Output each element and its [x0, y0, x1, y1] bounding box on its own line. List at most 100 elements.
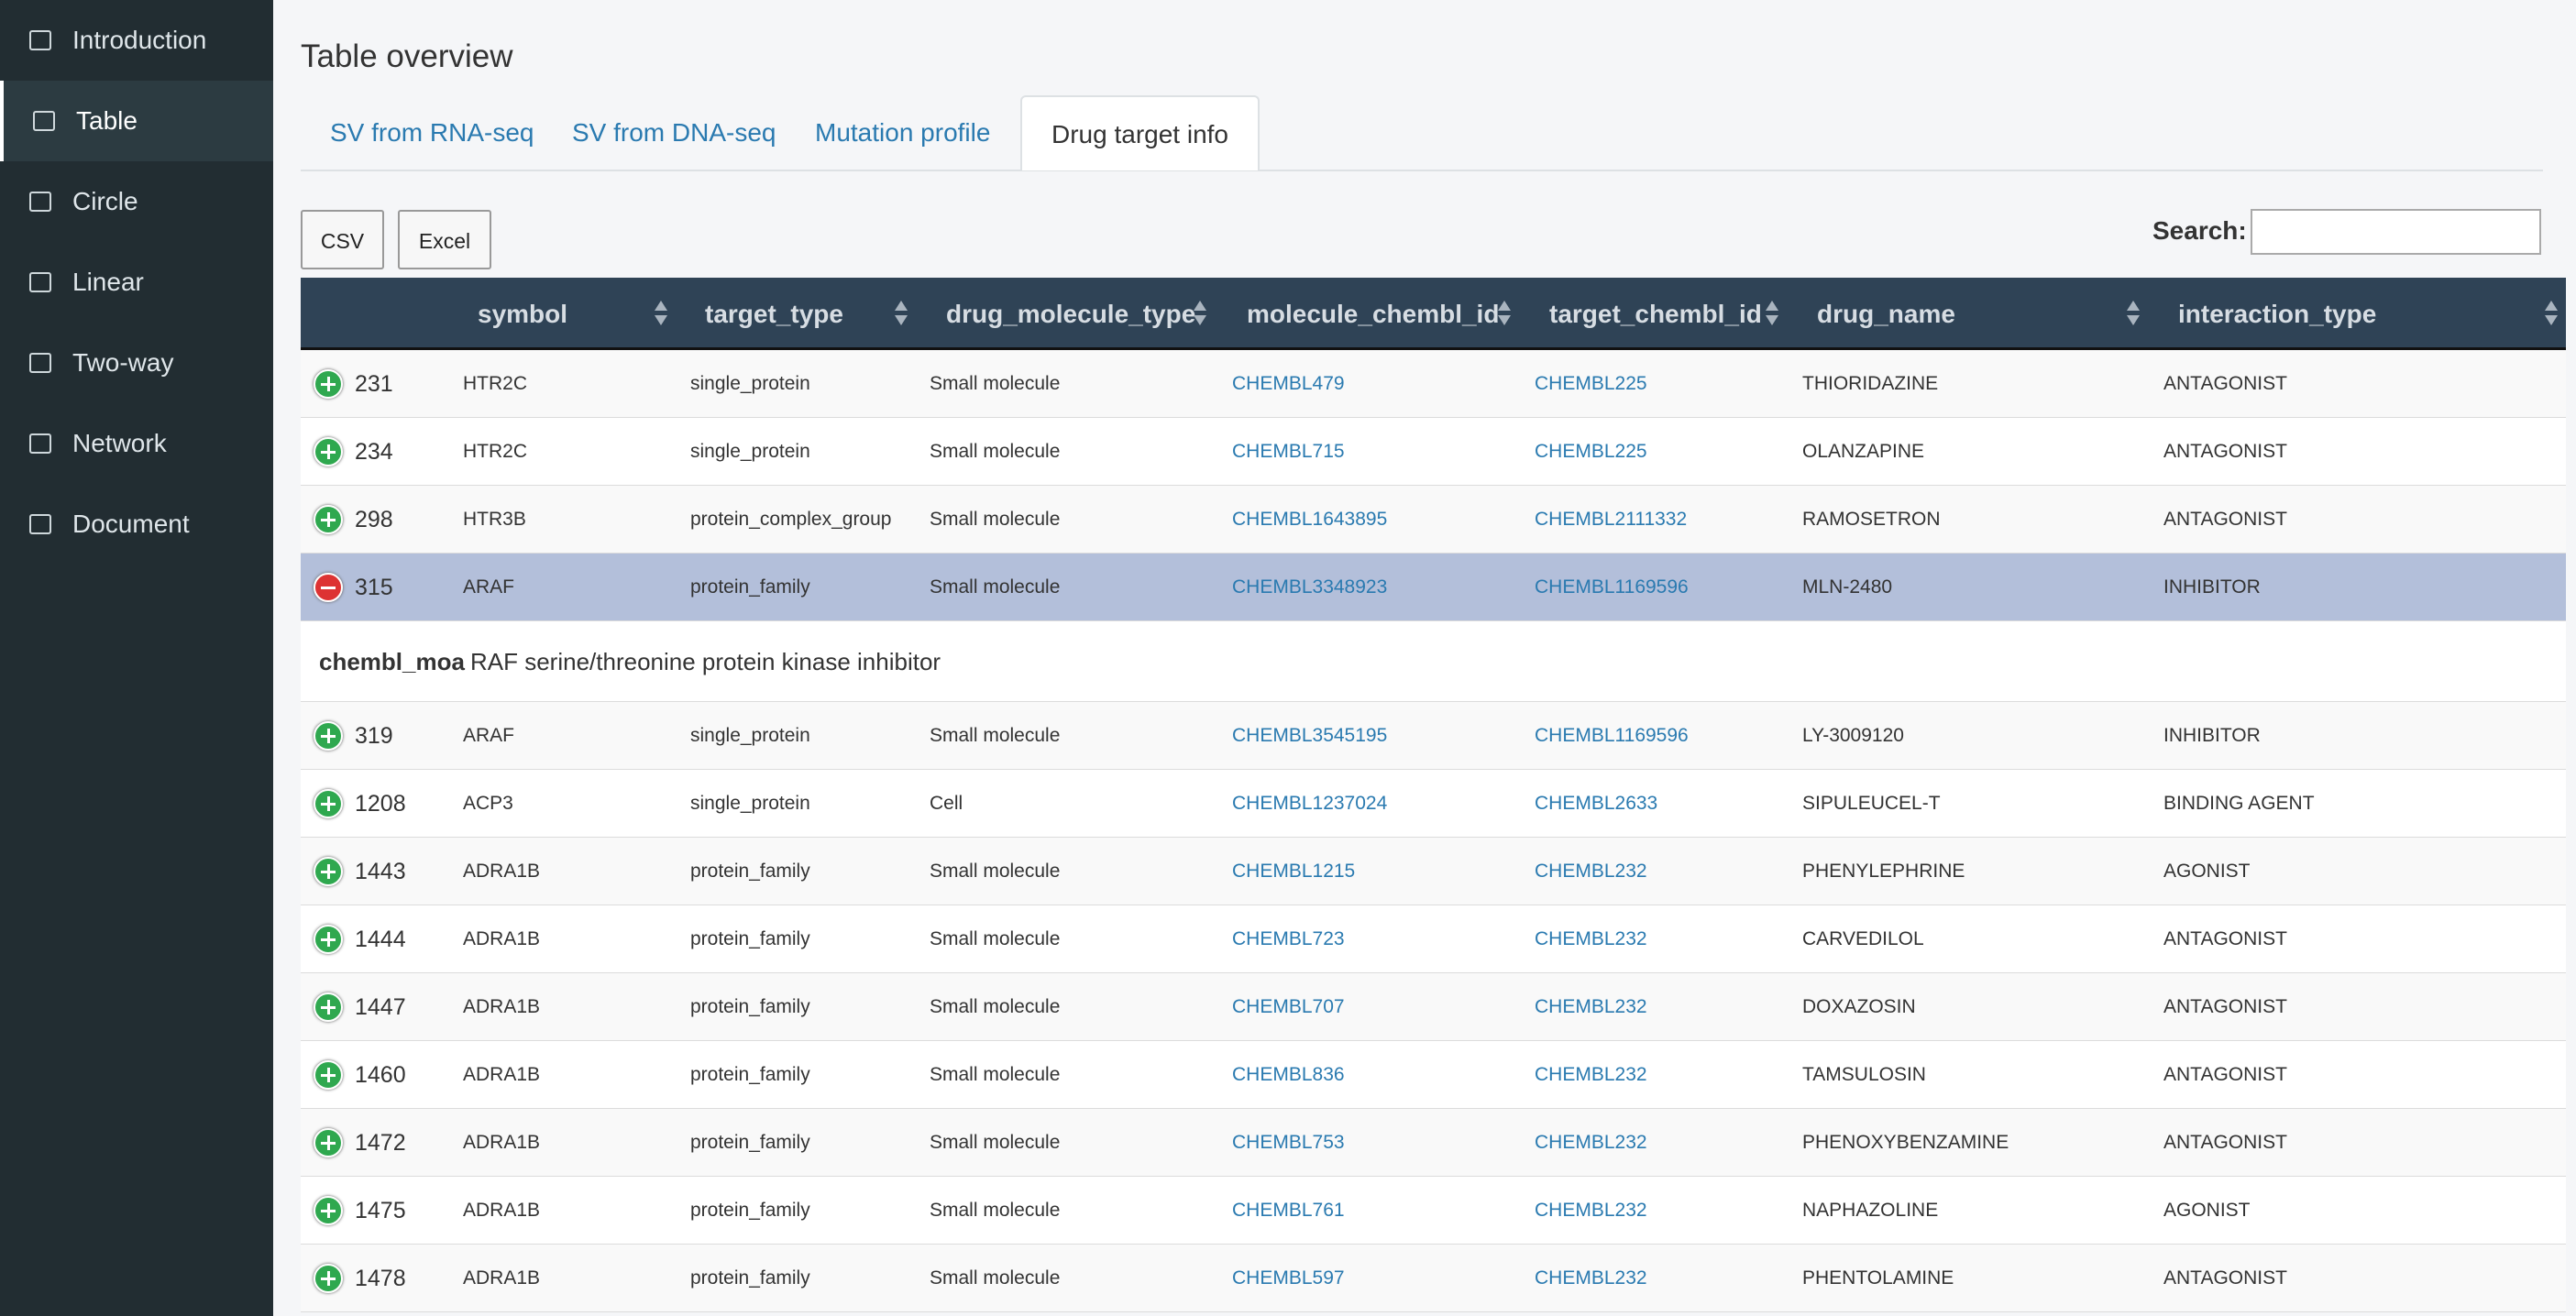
nav-item[interactable]: Linear: [0, 242, 273, 323]
table-row[interactable]: 298 HTR3B protein_complex_group Small molec…: [301, 486, 2566, 554]
table-cell[interactable]: CHEMBL3348923: [1232, 576, 1388, 598]
expand-toggle[interactable]: [314, 437, 343, 466]
nav-label: Network: [72, 429, 167, 457]
sort-icon: [1194, 315, 1206, 325]
expand-toggle[interactable]: [314, 721, 343, 751]
export-button[interactable]: Excel: [398, 210, 491, 269]
table-cell: single_protein: [690, 725, 810, 746]
table-cell[interactable]: CHEMBL1169596: [1535, 576, 1689, 598]
expand-toggle[interactable]: [314, 1128, 343, 1157]
nav-item[interactable]: Table: [0, 81, 273, 161]
nav-label: Document: [72, 510, 190, 538]
column-header[interactable]: drug_molecule_type: [946, 300, 1196, 328]
table-row[interactable]: 319 ARAF single_protein Small molecule CHEMB…: [301, 702, 2566, 770]
table-cell: LY-3009120: [1802, 725, 1904, 746]
column-header[interactable]: target_chembl_id: [1549, 300, 1762, 328]
table-cell[interactable]: CHEMBL715: [1232, 441, 1345, 462]
table-cell: INHIBITOR: [2163, 725, 2261, 746]
nav-icon: [29, 30, 51, 50]
table-cell: ANTAGONIST: [2163, 928, 2287, 949]
table-cell[interactable]: CHEMBL479: [1232, 373, 1345, 394]
row-id: 234: [355, 439, 393, 465]
column-header[interactable]: target_type: [705, 300, 843, 328]
tab[interactable]: Mutation profile: [815, 118, 991, 147]
table-row[interactable]: 1475 ADRA1B protein_family Small molecule CH…: [301, 1177, 2566, 1245]
table-cell: protein_family: [690, 861, 810, 882]
table-cell[interactable]: CHEMBL232: [1535, 1267, 1647, 1289]
table-cell[interactable]: CHEMBL232: [1535, 1064, 1647, 1085]
nav-item[interactable]: Introduction: [0, 0, 273, 81]
table-cell[interactable]: CHEMBL3545195: [1232, 725, 1388, 746]
table-cell[interactable]: CHEMBL597: [1232, 1267, 1345, 1289]
table-cell[interactable]: CHEMBL232: [1535, 928, 1647, 949]
table-cell: protein_family: [690, 1200, 810, 1221]
column-header[interactable]: interaction_type: [2178, 300, 2377, 328]
table-cell[interactable]: CHEMBL2111332: [1535, 509, 1688, 530]
toggle-sign: [327, 864, 330, 879]
table-cell[interactable]: CHEMBL232: [1535, 861, 1647, 882]
nav-label: Table: [76, 106, 138, 135]
nav-icon: [29, 192, 51, 212]
table-row[interactable]: 1472 ADRA1B protein_family Small molecule CH…: [301, 1109, 2566, 1177]
table-cell[interactable]: CHEMBL753: [1232, 1132, 1345, 1153]
table-cell: Small molecule: [930, 1267, 1061, 1289]
table-cell[interactable]: CHEMBL232: [1535, 996, 1647, 1017]
table-cell: ANTAGONIST: [2163, 1132, 2287, 1153]
table-cell: ADRA1B: [463, 928, 541, 949]
search-label: Search:: [2152, 216, 2247, 245]
tab[interactable]: Drug target info: [1020, 95, 1260, 170]
table-cell[interactable]: CHEMBL1643895: [1232, 509, 1388, 530]
nav-item[interactable]: Network: [0, 403, 273, 484]
table-cell[interactable]: CHEMBL232: [1535, 1132, 1647, 1153]
table-cell[interactable]: CHEMBL232: [1535, 1200, 1647, 1221]
table-row[interactable]: 1460 ADRA1B protein_family Small molecule CH…: [301, 1041, 2566, 1109]
table-row[interactable]: 234 HTR2C single_protein Small molecule CHEM…: [301, 418, 2566, 486]
table-row[interactable]: 1443 ADRA1B protein_family Small molecule CH…: [301, 838, 2566, 905]
table-cell: ANTAGONIST: [2163, 441, 2287, 462]
table-cell: Small molecule: [930, 1132, 1061, 1153]
table-cell[interactable]: CHEMBL1215: [1232, 861, 1356, 882]
table-cell: ADRA1B: [463, 996, 541, 1017]
row-id: 1443: [355, 859, 406, 884]
table-row[interactable]: 231 HTR2C single_protein Small molecule CHEM…: [301, 350, 2566, 418]
column-header[interactable]: symbol: [478, 300, 568, 328]
table-cell[interactable]: CHEMBL836: [1232, 1064, 1345, 1085]
table-cell: protein_family: [690, 928, 810, 949]
table-cell[interactable]: CHEMBL225: [1535, 441, 1647, 462]
table-cell[interactable]: CHEMBL761: [1232, 1200, 1345, 1221]
sort-icon: [655, 301, 667, 311]
table-cell[interactable]: CHEMBL1237024: [1232, 793, 1388, 814]
table-row[interactable]: 1447 ADRA1B protein_family Small molecule CH…: [301, 973, 2566, 1041]
row-id: 1478: [355, 1266, 406, 1291]
toggle-sign: [327, 1000, 330, 1014]
tab[interactable]: SV from RNA-seq: [330, 118, 534, 147]
table-cell: ANTAGONIST: [2163, 509, 2287, 530]
nav-item[interactable]: Circle: [0, 161, 273, 242]
toggle-sign: [327, 1203, 330, 1218]
table-cell: ADRA1B: [463, 1267, 541, 1289]
toggle-sign: [321, 587, 336, 589]
column-header[interactable]: drug_name: [1817, 300, 1955, 328]
export-button[interactable]: CSV: [301, 210, 384, 269]
sidebar: Introduction Table Circle Linear Two-way Netw…: [0, 0, 273, 1316]
table-row[interactable]: 1478 ADRA1B protein_family Small molecule CH…: [301, 1245, 2566, 1312]
table-cell[interactable]: CHEMBL225: [1535, 373, 1647, 394]
nav-item[interactable]: Document: [0, 484, 273, 565]
table-cell[interactable]: CHEMBL723: [1232, 928, 1345, 949]
search-input[interactable]: [2251, 209, 2541, 255]
table-cell: HTR2C: [463, 373, 528, 394]
table-row[interactable]: 315 ARAF protein_family Small molecule CHEMB…: [301, 554, 2566, 621]
table-cell: TAMSULOSIN: [1802, 1064, 1926, 1085]
table-row[interactable]: 1444 ADRA1B protein_family Small molecule CH…: [301, 905, 2566, 973]
column-header[interactable]: molecule_chembl_id: [1247, 300, 1500, 328]
sort-icon: [655, 315, 667, 325]
table-cell[interactable]: CHEMBL2633: [1535, 793, 1658, 814]
table-row[interactable]: 1208 ACP3 single_protein Cell CHEMBL1237024 C…: [301, 770, 2566, 838]
row-id: 319: [355, 723, 393, 749]
tab[interactable]: SV from DNA-seq: [572, 118, 776, 147]
table-cell[interactable]: CHEMBL707: [1232, 996, 1345, 1017]
nav-item[interactable]: Two-way: [0, 323, 273, 403]
table-cell: AGONIST: [2163, 861, 2251, 882]
table-cell: protein_family: [690, 1132, 810, 1153]
table-cell[interactable]: CHEMBL1169596: [1535, 725, 1689, 746]
